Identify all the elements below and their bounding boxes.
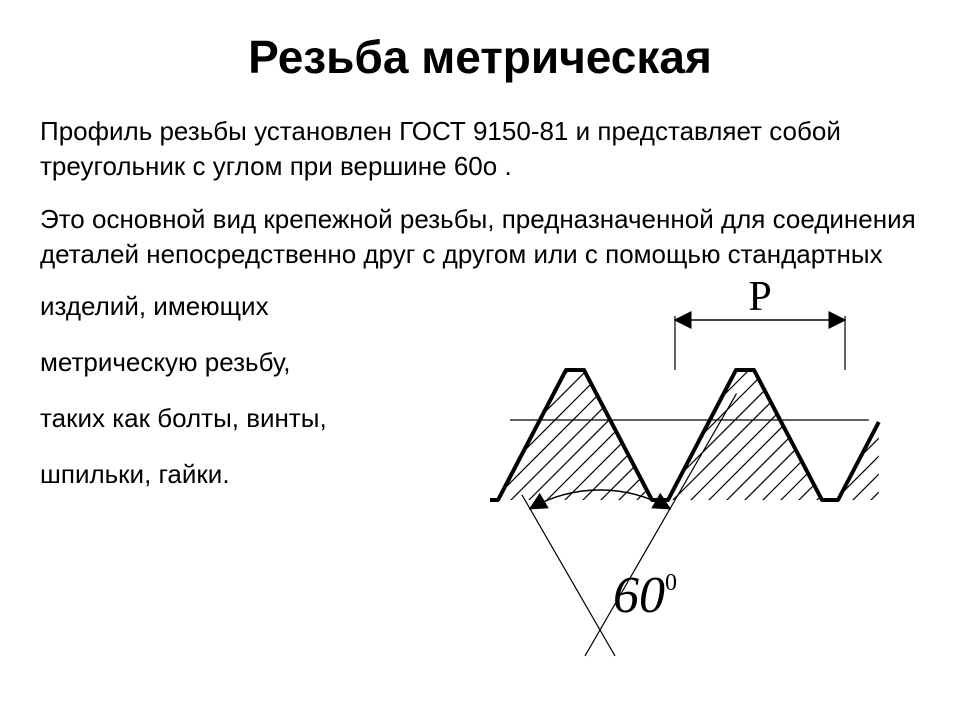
slide: Резьба метрическая Профиль резьбы устано…	[0, 0, 960, 720]
pitch-label: P	[748, 280, 771, 320]
angle-label: 600	[613, 567, 677, 624]
left-line-2: метрическую резьбу,	[40, 346, 480, 380]
left-line-1: изделий, имеющих	[40, 290, 480, 324]
page-title: Резьба метрическая	[40, 30, 920, 84]
left-line-4: шпильки, гайки.	[40, 458, 480, 492]
left-line-3: таких как болты, винты,	[40, 402, 480, 436]
left-column: изделий, имеющих метрическую резьбу, так…	[40, 290, 480, 491]
paragraph-1: Профиль резьбы установлен ГОСТ 9150-81 и…	[40, 114, 920, 184]
paragraph-2: Это основной вид крепежной резьбы, предн…	[40, 202, 920, 272]
thread-profile-diagram: P 600	[470, 280, 930, 680]
